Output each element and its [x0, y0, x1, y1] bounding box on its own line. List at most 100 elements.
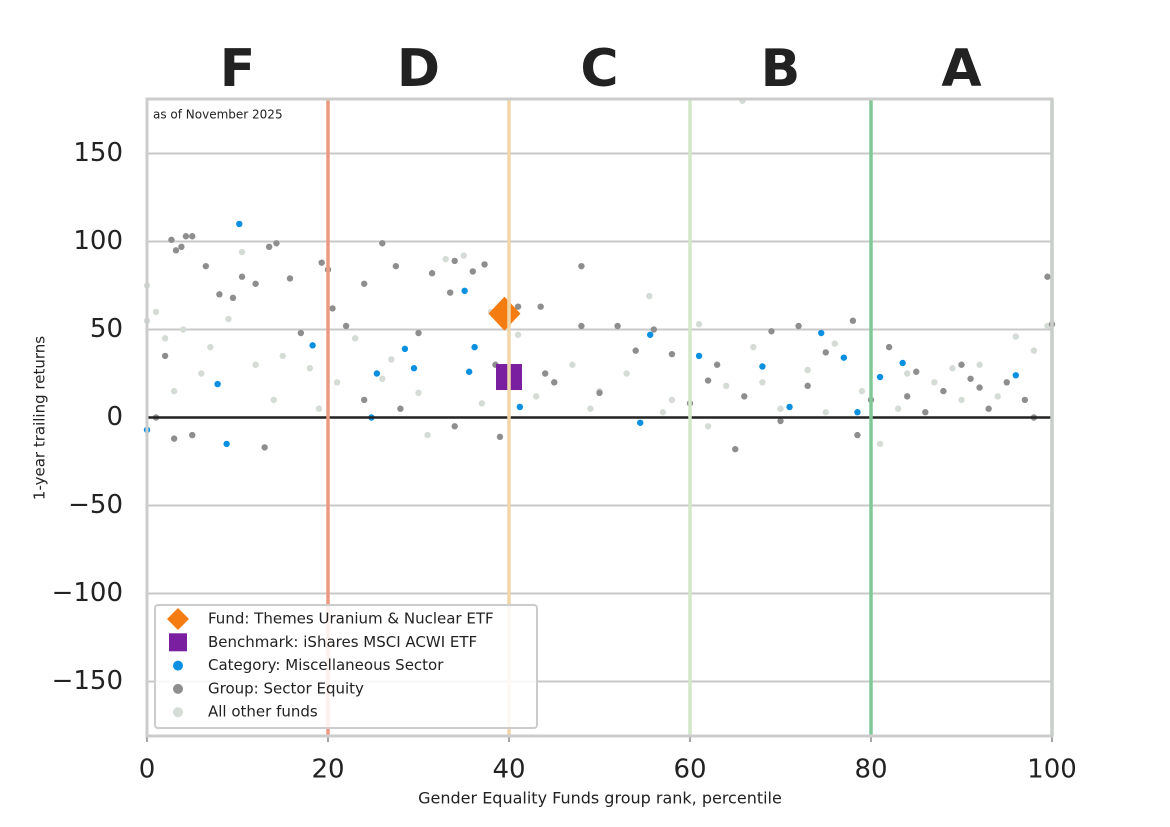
point [768, 328, 775, 335]
point [668, 396, 676, 404]
point [238, 273, 246, 280]
legend-box [154, 604, 538, 729]
x-tick-label: 60 [673, 755, 706, 785]
point [172, 247, 180, 254]
point [361, 280, 368, 287]
point [1030, 347, 1038, 354]
legend-marker [169, 633, 187, 652]
point [198, 370, 205, 377]
point [202, 262, 210, 270]
point [161, 335, 169, 342]
point [876, 440, 884, 448]
point [854, 409, 861, 416]
point [189, 431, 196, 439]
point [189, 233, 196, 240]
point [759, 363, 766, 370]
grade-letter: C [580, 39, 618, 99]
point [265, 243, 273, 251]
point [732, 445, 739, 453]
point [940, 387, 947, 395]
point [216, 291, 223, 298]
point [225, 315, 232, 323]
point [795, 322, 802, 330]
point [578, 322, 585, 330]
legend-marker [173, 707, 183, 718]
plot-frame [145, 97, 1054, 738]
point [318, 259, 325, 266]
point [777, 417, 784, 425]
point [967, 375, 974, 382]
point [415, 329, 422, 337]
x-axis-label: Gender Equality Funds group rank, percen… [418, 789, 782, 808]
point [646, 292, 653, 300]
point [514, 303, 522, 310]
point [236, 220, 243, 228]
point [223, 440, 230, 448]
point [297, 329, 305, 337]
legend: Fund: Themes Uranium & Nuclear ETF Benchm… [154, 604, 538, 729]
point [537, 303, 544, 310]
legend-label: Fund: Themes Uranium & Nuclear ETF [208, 610, 494, 628]
point [279, 352, 286, 360]
point [306, 365, 314, 372]
point [424, 431, 431, 439]
note: as of November 2025 [153, 108, 283, 122]
point [931, 379, 938, 386]
point [180, 326, 187, 333]
y-tick-label: −150 [52, 666, 123, 696]
point [342, 322, 350, 330]
point [329, 305, 336, 312]
point [309, 342, 316, 349]
point [668, 350, 676, 358]
point [1012, 372, 1019, 379]
point [373, 370, 381, 377]
point [388, 356, 395, 363]
point [461, 287, 468, 295]
point [858, 387, 866, 395]
y-tick-label: 150 [73, 138, 123, 168]
point [623, 370, 630, 377]
point [161, 352, 169, 360]
point [478, 400, 486, 407]
point [170, 435, 178, 442]
point [182, 233, 190, 240]
point [786, 403, 793, 411]
point [261, 444, 268, 451]
point [985, 405, 992, 412]
point [777, 405, 784, 412]
point [818, 329, 825, 337]
point [351, 335, 359, 342]
point [1044, 273, 1051, 280]
point [516, 403, 524, 411]
y-tick-label: 50 [90, 314, 123, 344]
point [392, 262, 400, 270]
point [614, 322, 621, 330]
point [460, 252, 467, 259]
point [922, 409, 929, 416]
legend-label: Category: Miscellaneous Sector [208, 656, 444, 674]
point [1021, 396, 1029, 404]
point [885, 343, 893, 351]
point [1003, 379, 1010, 386]
point [976, 361, 983, 368]
point [904, 393, 911, 400]
point [273, 240, 280, 247]
point [578, 262, 585, 270]
point [994, 393, 1001, 400]
point [465, 368, 473, 375]
point [804, 382, 811, 390]
point [958, 396, 965, 404]
point [415, 389, 422, 397]
x-tick-label: 0 [139, 755, 156, 785]
point [849, 317, 857, 324]
point [469, 268, 476, 275]
point [949, 365, 956, 372]
point [170, 387, 178, 395]
point [446, 289, 454, 296]
point [168, 236, 175, 243]
point [587, 405, 594, 412]
grade-letter: A [941, 39, 981, 99]
point [451, 257, 458, 265]
point [238, 248, 246, 256]
point [214, 380, 221, 388]
